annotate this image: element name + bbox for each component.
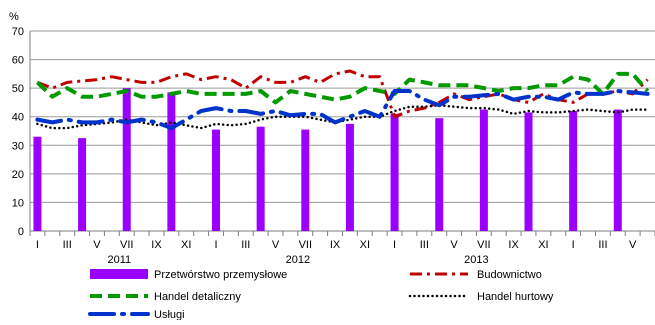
- year-label: 2012: [286, 254, 310, 266]
- data-point-handel-detaliczny: [319, 96, 321, 98]
- x-tick-label: IX: [330, 239, 341, 251]
- x-tick-label: VII: [477, 239, 490, 251]
- x-tick-label: III: [241, 239, 250, 251]
- bar: [212, 129, 221, 231]
- data-point-handel-hurtowy: [602, 110, 604, 112]
- data-point-budownictwo: [364, 76, 366, 78]
- x-tick-label: III: [63, 239, 72, 251]
- bar: [524, 112, 533, 231]
- legend-label: Przetwórstwo przemysłowe: [154, 269, 287, 281]
- x-tick-label: V: [629, 239, 637, 251]
- bar: [33, 136, 42, 231]
- x-tick-label: I: [572, 239, 575, 251]
- x-tick-label: VII: [299, 239, 312, 251]
- data-point-uslugi: [155, 121, 157, 123]
- x-tick-label: I: [393, 239, 396, 251]
- x-tick-label: XI: [181, 239, 191, 251]
- data-point-handel-detaliczny: [453, 84, 455, 86]
- data-point-uslugi: [185, 119, 187, 121]
- x-tick-label: IX: [151, 239, 162, 251]
- y-tick-label: 60: [12, 55, 24, 67]
- y-tick-label: 20: [12, 169, 24, 181]
- data-point-handel-detaliczny: [96, 96, 98, 98]
- bar: [345, 123, 354, 231]
- data-point-handel-detaliczny: [632, 73, 634, 75]
- x-tick-label: III: [598, 239, 607, 251]
- series-line-handel-detaliczny: [36, 71, 650, 105]
- y-tick-label: 40: [12, 112, 24, 124]
- bar: [390, 113, 399, 231]
- data-point-handel-detaliczny: [542, 84, 544, 86]
- x-tick-label: IX: [508, 239, 519, 251]
- data-point-budownictwo: [334, 73, 336, 75]
- x-tick-label: VII: [120, 239, 133, 251]
- data-point-handel-detaliczny: [200, 93, 202, 95]
- y-tick-label: 30: [12, 140, 24, 152]
- data-point-budownictwo: [170, 76, 172, 78]
- data-point-budownictwo: [155, 81, 157, 83]
- x-tick-label: V: [93, 239, 101, 251]
- x-tick-label: III: [420, 239, 429, 251]
- data-point-handel-detaliczny: [334, 99, 336, 101]
- data-point-handel-hurtowy: [557, 111, 559, 113]
- bar: [435, 118, 444, 231]
- bar: [301, 129, 310, 231]
- y-tick-label: 50: [12, 83, 24, 95]
- bar: [78, 138, 87, 231]
- x-tick-label: I: [214, 239, 217, 251]
- bar: [613, 109, 622, 231]
- bar: [569, 111, 578, 231]
- x-tick-label: I: [36, 239, 39, 251]
- x-tick-label: XI: [360, 239, 370, 251]
- year-label: 2013: [464, 254, 488, 266]
- data-point-budownictwo: [319, 81, 321, 83]
- x-tick-label: V: [450, 239, 458, 251]
- y-tick-label: 70: [12, 26, 24, 38]
- data-point-handel-detaliczny: [111, 93, 113, 95]
- data-point-budownictwo: [81, 80, 83, 82]
- bar: [167, 92, 176, 231]
- bar: [479, 109, 488, 231]
- x-tick-label: XI: [538, 239, 548, 251]
- data-point-handel-hurtowy: [349, 119, 351, 121]
- legend-swatch-bar: [90, 269, 148, 279]
- legend-label: Budownictwo: [477, 269, 542, 281]
- x-tick-label: V: [272, 239, 280, 251]
- year-label: 2011: [107, 254, 131, 266]
- legend-label: Handel hurtowy: [477, 291, 554, 303]
- y-unit-label: %: [9, 11, 19, 23]
- bar: [122, 88, 131, 232]
- series-line-uslugi: [35, 89, 650, 131]
- data-point-uslugi: [572, 91, 574, 93]
- series-line-budownictwo: [36, 69, 649, 119]
- data-point-handel-detaliczny: [557, 84, 559, 86]
- legend-label: Handel detaliczny: [154, 291, 241, 303]
- data-point-handel-hurtowy: [468, 107, 470, 109]
- y-tick-label: 10: [12, 197, 24, 209]
- legend-label: Usługi: [154, 309, 185, 320]
- data-point-handel-hurtowy: [647, 109, 649, 111]
- data-point-handel-hurtowy: [260, 119, 262, 121]
- y-tick-label: 0: [18, 226, 24, 238]
- bar: [256, 126, 265, 231]
